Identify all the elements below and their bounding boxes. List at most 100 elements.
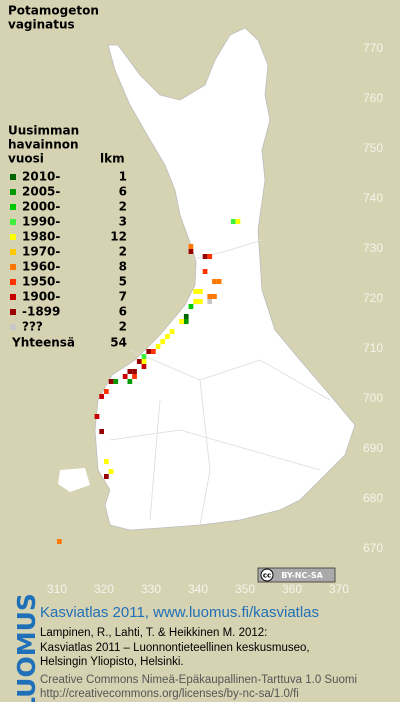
legend-label: 1950- — [22, 275, 60, 289]
occurrence-cell — [132, 369, 137, 374]
citation: Helsingin Yliopisto, Helsinki. — [40, 656, 184, 668]
occurrence-cell — [216, 279, 222, 284]
badge-box — [257, 567, 336, 583]
y-tick-label: 760 — [363, 91, 383, 105]
occurrence-cell — [132, 374, 137, 379]
legend-count: 7 — [119, 290, 127, 304]
legend-count: 2 — [119, 200, 127, 214]
x-tick-label: 310 — [47, 582, 67, 596]
occurrence-cell — [183, 319, 189, 324]
legend-count: 2 — [119, 320, 127, 334]
legend-count: 6 — [119, 185, 127, 199]
citation: Kasviatlas 2011 – Luonnontieteellinen ke… — [40, 642, 310, 654]
legend-swatch — [10, 309, 16, 315]
occurrence-cell — [141, 354, 147, 359]
occurrence-cell — [207, 294, 213, 299]
occurrence-cell — [160, 339, 166, 344]
occurrence-cell — [188, 304, 194, 309]
x-tick-label: 340 — [188, 582, 208, 596]
legend-label: 1980- — [22, 230, 60, 244]
legend-swatch — [10, 219, 16, 225]
species-title: Potamogeton — [8, 4, 99, 18]
occurrence-cell — [179, 319, 184, 324]
citation: Lampinen, R., Lahti, T. & Heikkinen M. 2… — [40, 627, 267, 639]
occurrence-cell — [193, 289, 198, 294]
badge-circle — [260, 568, 274, 582]
occurrence-cell — [99, 429, 104, 434]
legend-swatch — [10, 264, 16, 270]
occurrence-cell — [94, 414, 100, 419]
logo: LUOMUS — [12, 593, 41, 702]
legend-label: 1970- — [22, 245, 60, 259]
occurrence-cell — [136, 359, 142, 364]
legend-label: 1900- — [22, 290, 60, 304]
occurrence-cell — [122, 374, 128, 379]
license: http://creativecommons.org/licenses/by-n… — [40, 688, 299, 700]
occurrence-cell — [146, 349, 151, 354]
legend-count: 1 — [119, 170, 127, 184]
legend-count-heading: lkm — [100, 152, 125, 166]
legend-total: 54 — [110, 336, 127, 350]
legend-label: -1899 — [22, 305, 60, 319]
occurrence-cell — [207, 299, 213, 304]
legend-label: ??? — [22, 320, 43, 334]
legend-swatch — [10, 324, 16, 330]
occurrence-cell — [207, 254, 213, 259]
occurrence-cell — [212, 294, 217, 299]
legend-count: 3 — [119, 215, 127, 229]
y-tick-label: 680 — [363, 491, 383, 505]
occurrence-cell — [108, 379, 114, 384]
legend-swatch — [10, 279, 16, 285]
y-tick-label: 750 — [363, 141, 383, 155]
legend-swatch — [10, 294, 16, 300]
occurrence-cell — [108, 469, 114, 474]
legend-count: 8 — [119, 260, 127, 274]
occurrence-cell — [198, 289, 203, 294]
y-tick-label: 730 — [363, 241, 383, 255]
legend-swatch — [10, 174, 16, 180]
occurrence-cell — [202, 254, 208, 259]
y-tick-label: 740 — [363, 191, 383, 205]
occurrence-cell — [99, 394, 104, 399]
legend-swatch — [10, 189, 16, 195]
legend-label: 2010- — [22, 170, 60, 184]
legend-swatch — [10, 249, 16, 255]
x-tick-label: 350 — [235, 582, 255, 596]
occurrence-cell — [104, 474, 109, 479]
legend-heading: havainnon — [8, 138, 79, 152]
x-tick-label: 360 — [282, 582, 302, 596]
badge-license: BY-NC-SA — [281, 571, 323, 580]
occurrence-cell — [57, 539, 62, 544]
y-tick-label: 770 — [363, 41, 383, 55]
occurrence-cell — [127, 369, 133, 374]
occurrence-cell — [230, 219, 236, 224]
occurrence-cell — [188, 249, 194, 254]
atlas-link: Kasviatlas 2011, www.luomus.fi/kasviatla… — [40, 604, 319, 621]
occurrence-cell — [165, 334, 170, 339]
occurrence-cell — [151, 349, 156, 354]
x-tick-label: 320 — [94, 582, 114, 596]
occurrence-cell — [141, 364, 147, 369]
legend-count: 12 — [110, 230, 127, 244]
legend-label: 2005- — [22, 185, 60, 199]
occurrence-cell — [104, 459, 109, 464]
legend-heading: vuosi — [8, 152, 44, 166]
x-tick-label: 330 — [141, 582, 161, 596]
species-title: vaginatus — [8, 18, 75, 32]
occurrence-cell — [169, 329, 175, 334]
legend-heading: Uusimman — [8, 124, 79, 138]
y-tick-label: 710 — [363, 341, 383, 355]
legend-label: 2000- — [22, 200, 60, 214]
cc-badge: cc BY-NC-SA — [257, 567, 336, 583]
occurrence-cell — [193, 299, 198, 304]
legend-label: 1960- — [22, 260, 60, 274]
legend-swatch — [10, 234, 16, 240]
y-tick-label: 720 — [363, 291, 383, 305]
occurrence-cell — [212, 279, 217, 284]
x-tick-label: 370 — [329, 582, 349, 596]
occurrence-cell — [183, 314, 189, 319]
legend-count: 6 — [119, 305, 127, 319]
occurrence-cell — [198, 299, 203, 304]
y-tick-label: 700 — [363, 391, 383, 405]
